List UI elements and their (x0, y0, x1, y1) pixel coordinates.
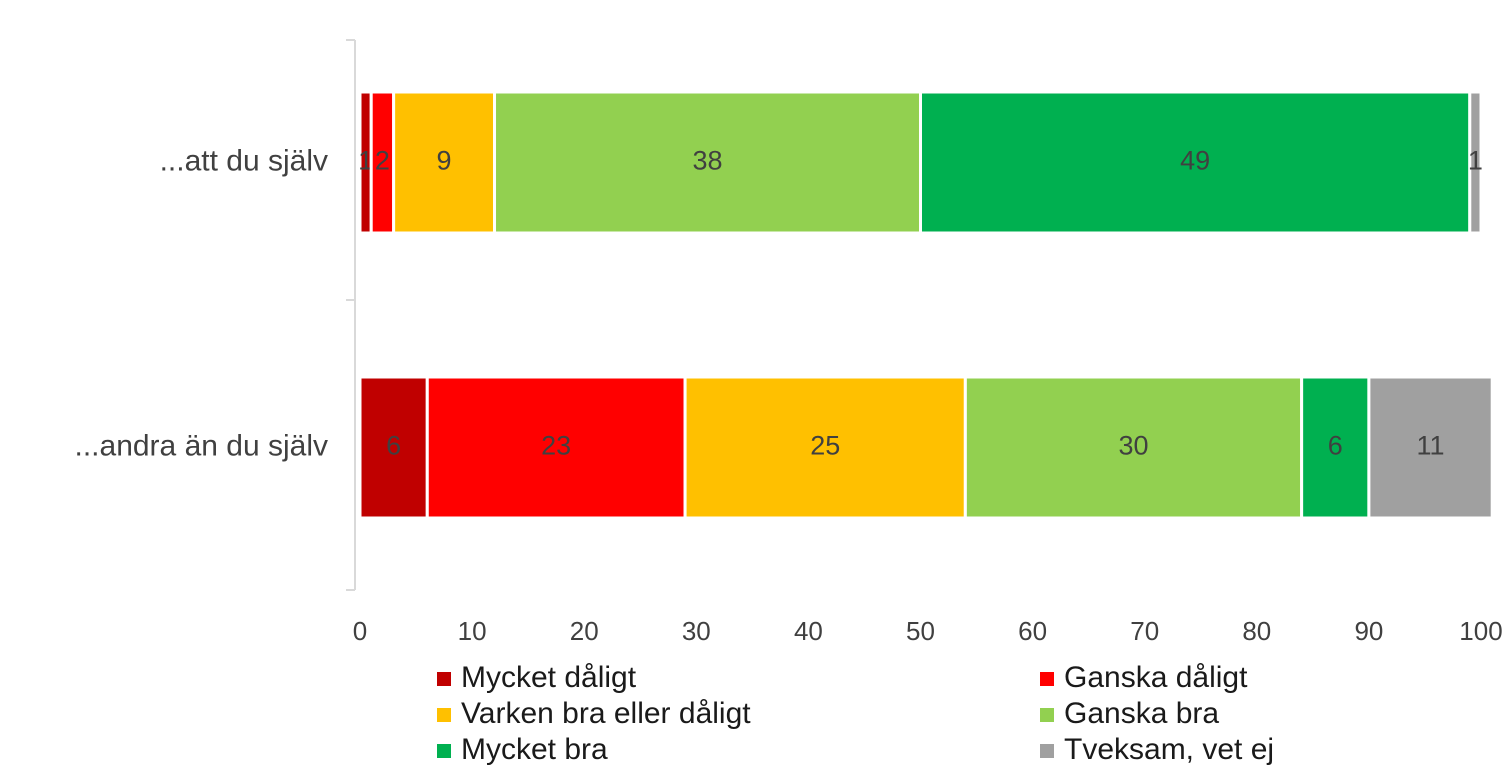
x-tick-label: 80 (1242, 616, 1271, 646)
data-label: 1 (1468, 146, 1483, 176)
x-tick-label: 100 (1459, 616, 1502, 646)
data-label: 2 (375, 146, 390, 176)
x-tick-label: 10 (458, 616, 487, 646)
bar-segment (1367, 375, 1494, 520)
data-label: 6 (1328, 431, 1343, 461)
category-label: ...andra än du själv (75, 429, 329, 462)
legend-label: Ganska dåligt (1064, 661, 1248, 694)
legend-label: Tveksam, vet ej (1064, 733, 1274, 766)
legend-swatch (437, 744, 451, 758)
x-tick-label: 0 (353, 616, 367, 646)
legend-label: Varken bra eller dåligt (461, 697, 751, 730)
legend-swatch (437, 672, 451, 686)
data-label: 23 (541, 431, 571, 461)
data-label: 49 (1180, 146, 1210, 176)
x-tick-label: 30 (682, 616, 711, 646)
category-label: ...att du själv (160, 144, 328, 177)
data-label: 30 (1118, 431, 1148, 461)
legend-label: Mycket bra (461, 733, 608, 766)
legend-swatch (1040, 708, 1054, 722)
legend-swatch (1040, 672, 1054, 686)
bar-segment (1468, 90, 1483, 235)
data-label: 6 (386, 431, 401, 461)
bar-segment (425, 375, 687, 520)
legend-swatch (1040, 744, 1054, 758)
bar-segment (683, 375, 967, 520)
legend-label: Mycket dåligt (461, 661, 637, 694)
legend-label: Ganska bra (1064, 697, 1219, 730)
x-tick-label: 20 (570, 616, 599, 646)
data-label: 38 (692, 146, 722, 176)
x-tick-label: 40 (794, 616, 823, 646)
data-label: 25 (810, 431, 840, 461)
x-tick-label: 50 (906, 616, 935, 646)
data-label: 9 (437, 146, 452, 176)
x-tick-label: 70 (1130, 616, 1159, 646)
legend-swatch (437, 708, 451, 722)
bar-segment (963, 375, 1304, 520)
x-tick-label: 90 (1354, 616, 1383, 646)
bar-segment (358, 375, 429, 520)
data-label: 11 (1417, 431, 1445, 461)
data-label: 1 (358, 146, 373, 176)
x-tick-label: 60 (1018, 616, 1047, 646)
bar-segment (919, 90, 1472, 235)
category-axis (346, 39, 356, 591)
